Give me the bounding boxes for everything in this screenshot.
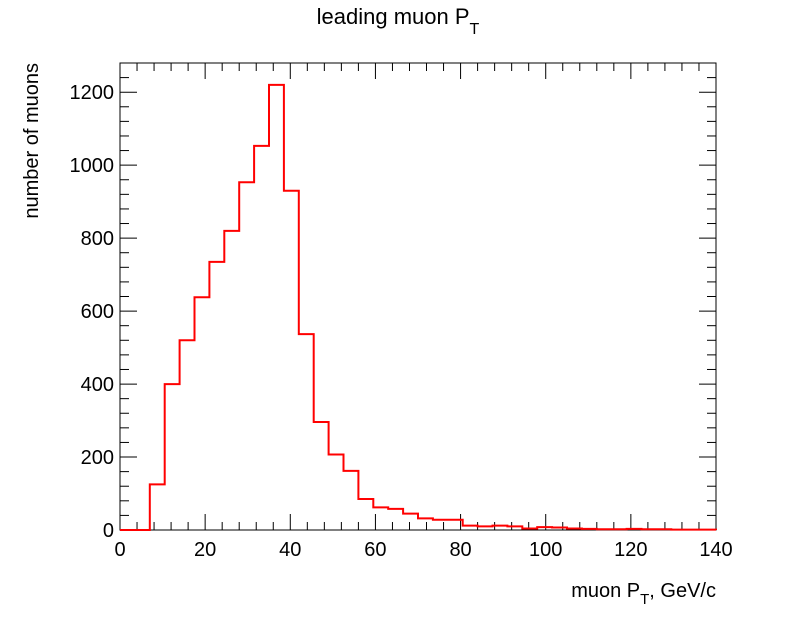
x-tick-label: 140: [699, 539, 732, 561]
chart-title-main: leading muon P: [317, 4, 470, 29]
axis-ticks: [119, 62, 717, 531]
x-tick-label: 40: [279, 539, 301, 561]
axis-tick-labels: 0 20 40 60 80 100 120 140 0 200 400 600 800 1000 1200: [70, 82, 733, 561]
chart-title: leading muon PT: [317, 4, 480, 38]
y-tick-label: 600: [81, 301, 114, 323]
y-tick-label: 800: [81, 228, 114, 250]
y-tick-label: 0: [103, 520, 114, 542]
x-axis-label-suffix: , GeV/c: [649, 580, 716, 602]
y-tick-label: 1000: [70, 155, 115, 177]
x-tick-label: 120: [614, 539, 647, 561]
x-tick-label: 60: [364, 539, 386, 561]
x-tick-label: 100: [529, 539, 562, 561]
y-axis-label: number of muons: [21, 63, 43, 219]
y-tick-label: 400: [81, 374, 114, 396]
chart-title-subscript: T: [470, 21, 480, 38]
y-tick-label: 1200: [70, 82, 115, 104]
x-tick-label: 80: [449, 539, 471, 561]
x-axis-label-main: muon P: [571, 580, 640, 602]
x-tick-label: 20: [194, 539, 216, 561]
histogram-outline: [120, 83, 717, 531]
x-axis-label-subscript: T: [640, 591, 649, 608]
x-tick-label: 0: [114, 539, 125, 561]
x-axis-label: muon PT, GeV/c: [571, 580, 716, 608]
y-tick-label: 200: [81, 447, 114, 469]
